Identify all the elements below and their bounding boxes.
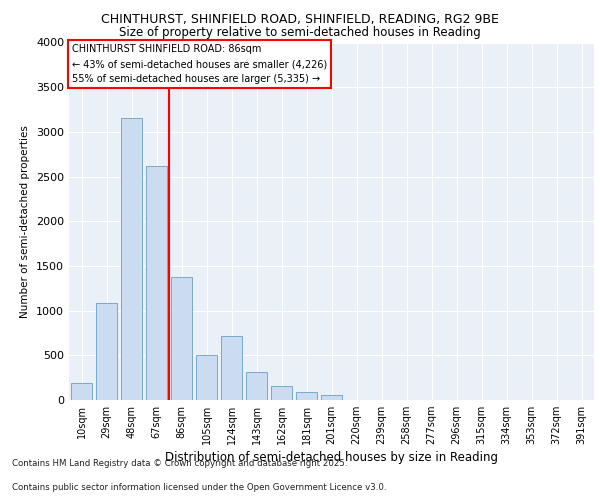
- X-axis label: Distribution of semi-detached houses by size in Reading: Distribution of semi-detached houses by …: [165, 452, 498, 464]
- Bar: [196, 356, 217, 400]
- Text: CHINTHURST, SHINFIELD ROAD, SHINFIELD, READING, RG2 9BE: CHINTHURST, SHINFIELD ROAD, SHINFIELD, R…: [101, 12, 499, 26]
- Text: Size of property relative to semi-detached houses in Reading: Size of property relative to semi-detach…: [119, 26, 481, 39]
- Bar: [296, 392, 317, 400]
- Bar: [246, 372, 267, 400]
- Bar: [146, 166, 167, 400]
- Text: Contains HM Land Registry data © Crown copyright and database right 2025.: Contains HM Land Registry data © Crown c…: [12, 458, 347, 468]
- Bar: [271, 386, 292, 400]
- Bar: [71, 383, 92, 400]
- Bar: [321, 394, 342, 400]
- Bar: [221, 336, 242, 400]
- Bar: [171, 276, 192, 400]
- Text: CHINTHURST SHINFIELD ROAD: 86sqm
← 43% of semi-detached houses are smaller (4,22: CHINTHURST SHINFIELD ROAD: 86sqm ← 43% o…: [71, 44, 327, 84]
- Bar: [121, 118, 142, 400]
- Text: Contains public sector information licensed under the Open Government Licence v3: Contains public sector information licen…: [12, 484, 386, 492]
- Bar: [96, 304, 117, 400]
- Y-axis label: Number of semi-detached properties: Number of semi-detached properties: [20, 125, 31, 318]
